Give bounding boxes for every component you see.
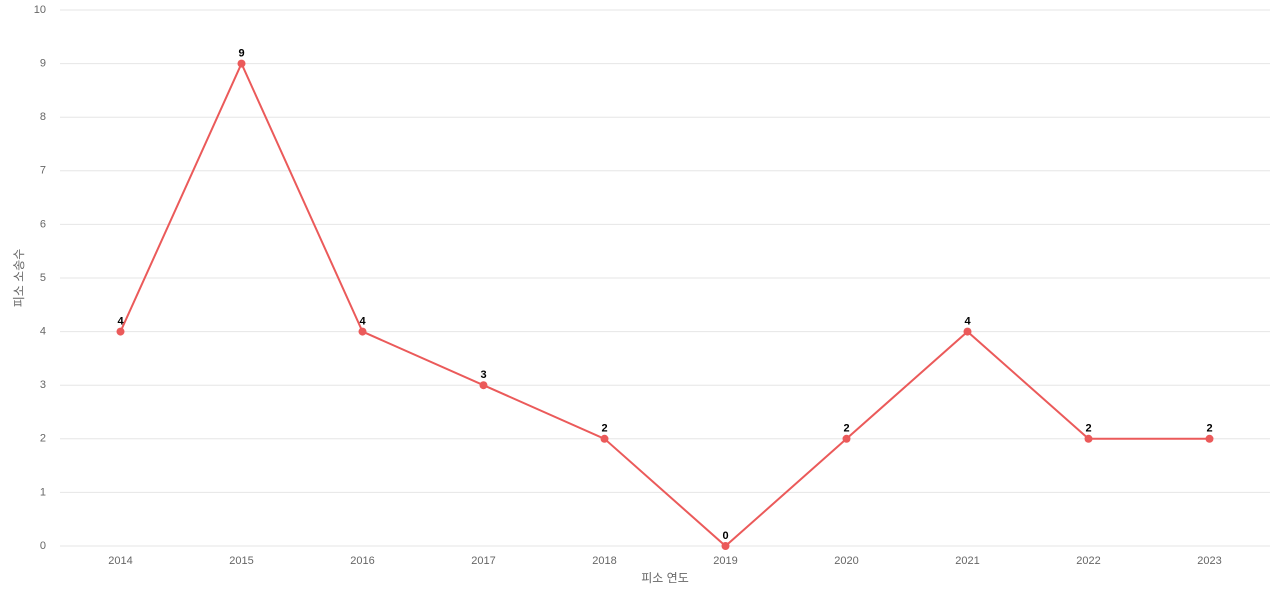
point [1205, 434, 1214, 443]
data-label: 2 [1206, 423, 1212, 435]
x-tick-label: 2022 [1076, 555, 1100, 567]
point [116, 327, 125, 336]
x-tick-label: 2023 [1197, 555, 1221, 567]
y-tick-label: 4 [40, 326, 46, 338]
y-tick-label: 1 [40, 486, 46, 498]
y-tick-label: 5 [40, 272, 46, 284]
data-label: 3 [480, 369, 486, 381]
point [721, 542, 730, 550]
y-axis-title: 피소 소송수 [12, 249, 26, 308]
x-tick-label: 2015 [229, 555, 253, 567]
y-tick-label: 7 [40, 165, 46, 177]
x-tick-label: 2020 [834, 555, 858, 567]
y-tick-label: 3 [40, 379, 46, 391]
point [842, 434, 851, 443]
y-tick-label: 2 [40, 433, 46, 445]
data-label: 9 [238, 48, 244, 60]
x-tick-label: 2019 [713, 555, 737, 567]
point [479, 381, 488, 390]
x-tick-label: 2014 [108, 555, 132, 567]
data-label: 4 [359, 316, 366, 328]
x-axis-title: 피소 연도 [641, 571, 689, 585]
point [600, 434, 609, 443]
data-label: 2 [601, 423, 607, 435]
y-tick-label: 10 [34, 4, 46, 16]
data-label: 4 [964, 316, 971, 328]
point [963, 327, 972, 336]
x-tick-label: 2018 [592, 555, 616, 567]
data-label: 2 [843, 423, 849, 435]
y-tick-label: 8 [40, 111, 46, 123]
y-tick-label: 6 [40, 218, 46, 230]
x-tick-label: 2021 [955, 555, 979, 567]
point [1084, 434, 1093, 443]
x-tick-label: 2016 [350, 555, 374, 567]
data-label: 2 [1085, 423, 1091, 435]
x-tick-label: 2017 [471, 555, 495, 567]
y-tick-label: 9 [40, 58, 46, 70]
point [237, 59, 246, 68]
data-label: 0 [722, 530, 728, 542]
data-label: 4 [117, 316, 124, 328]
line [119, 61, 1210, 548]
y-tick-label: 0 [40, 540, 46, 552]
point [358, 327, 367, 336]
